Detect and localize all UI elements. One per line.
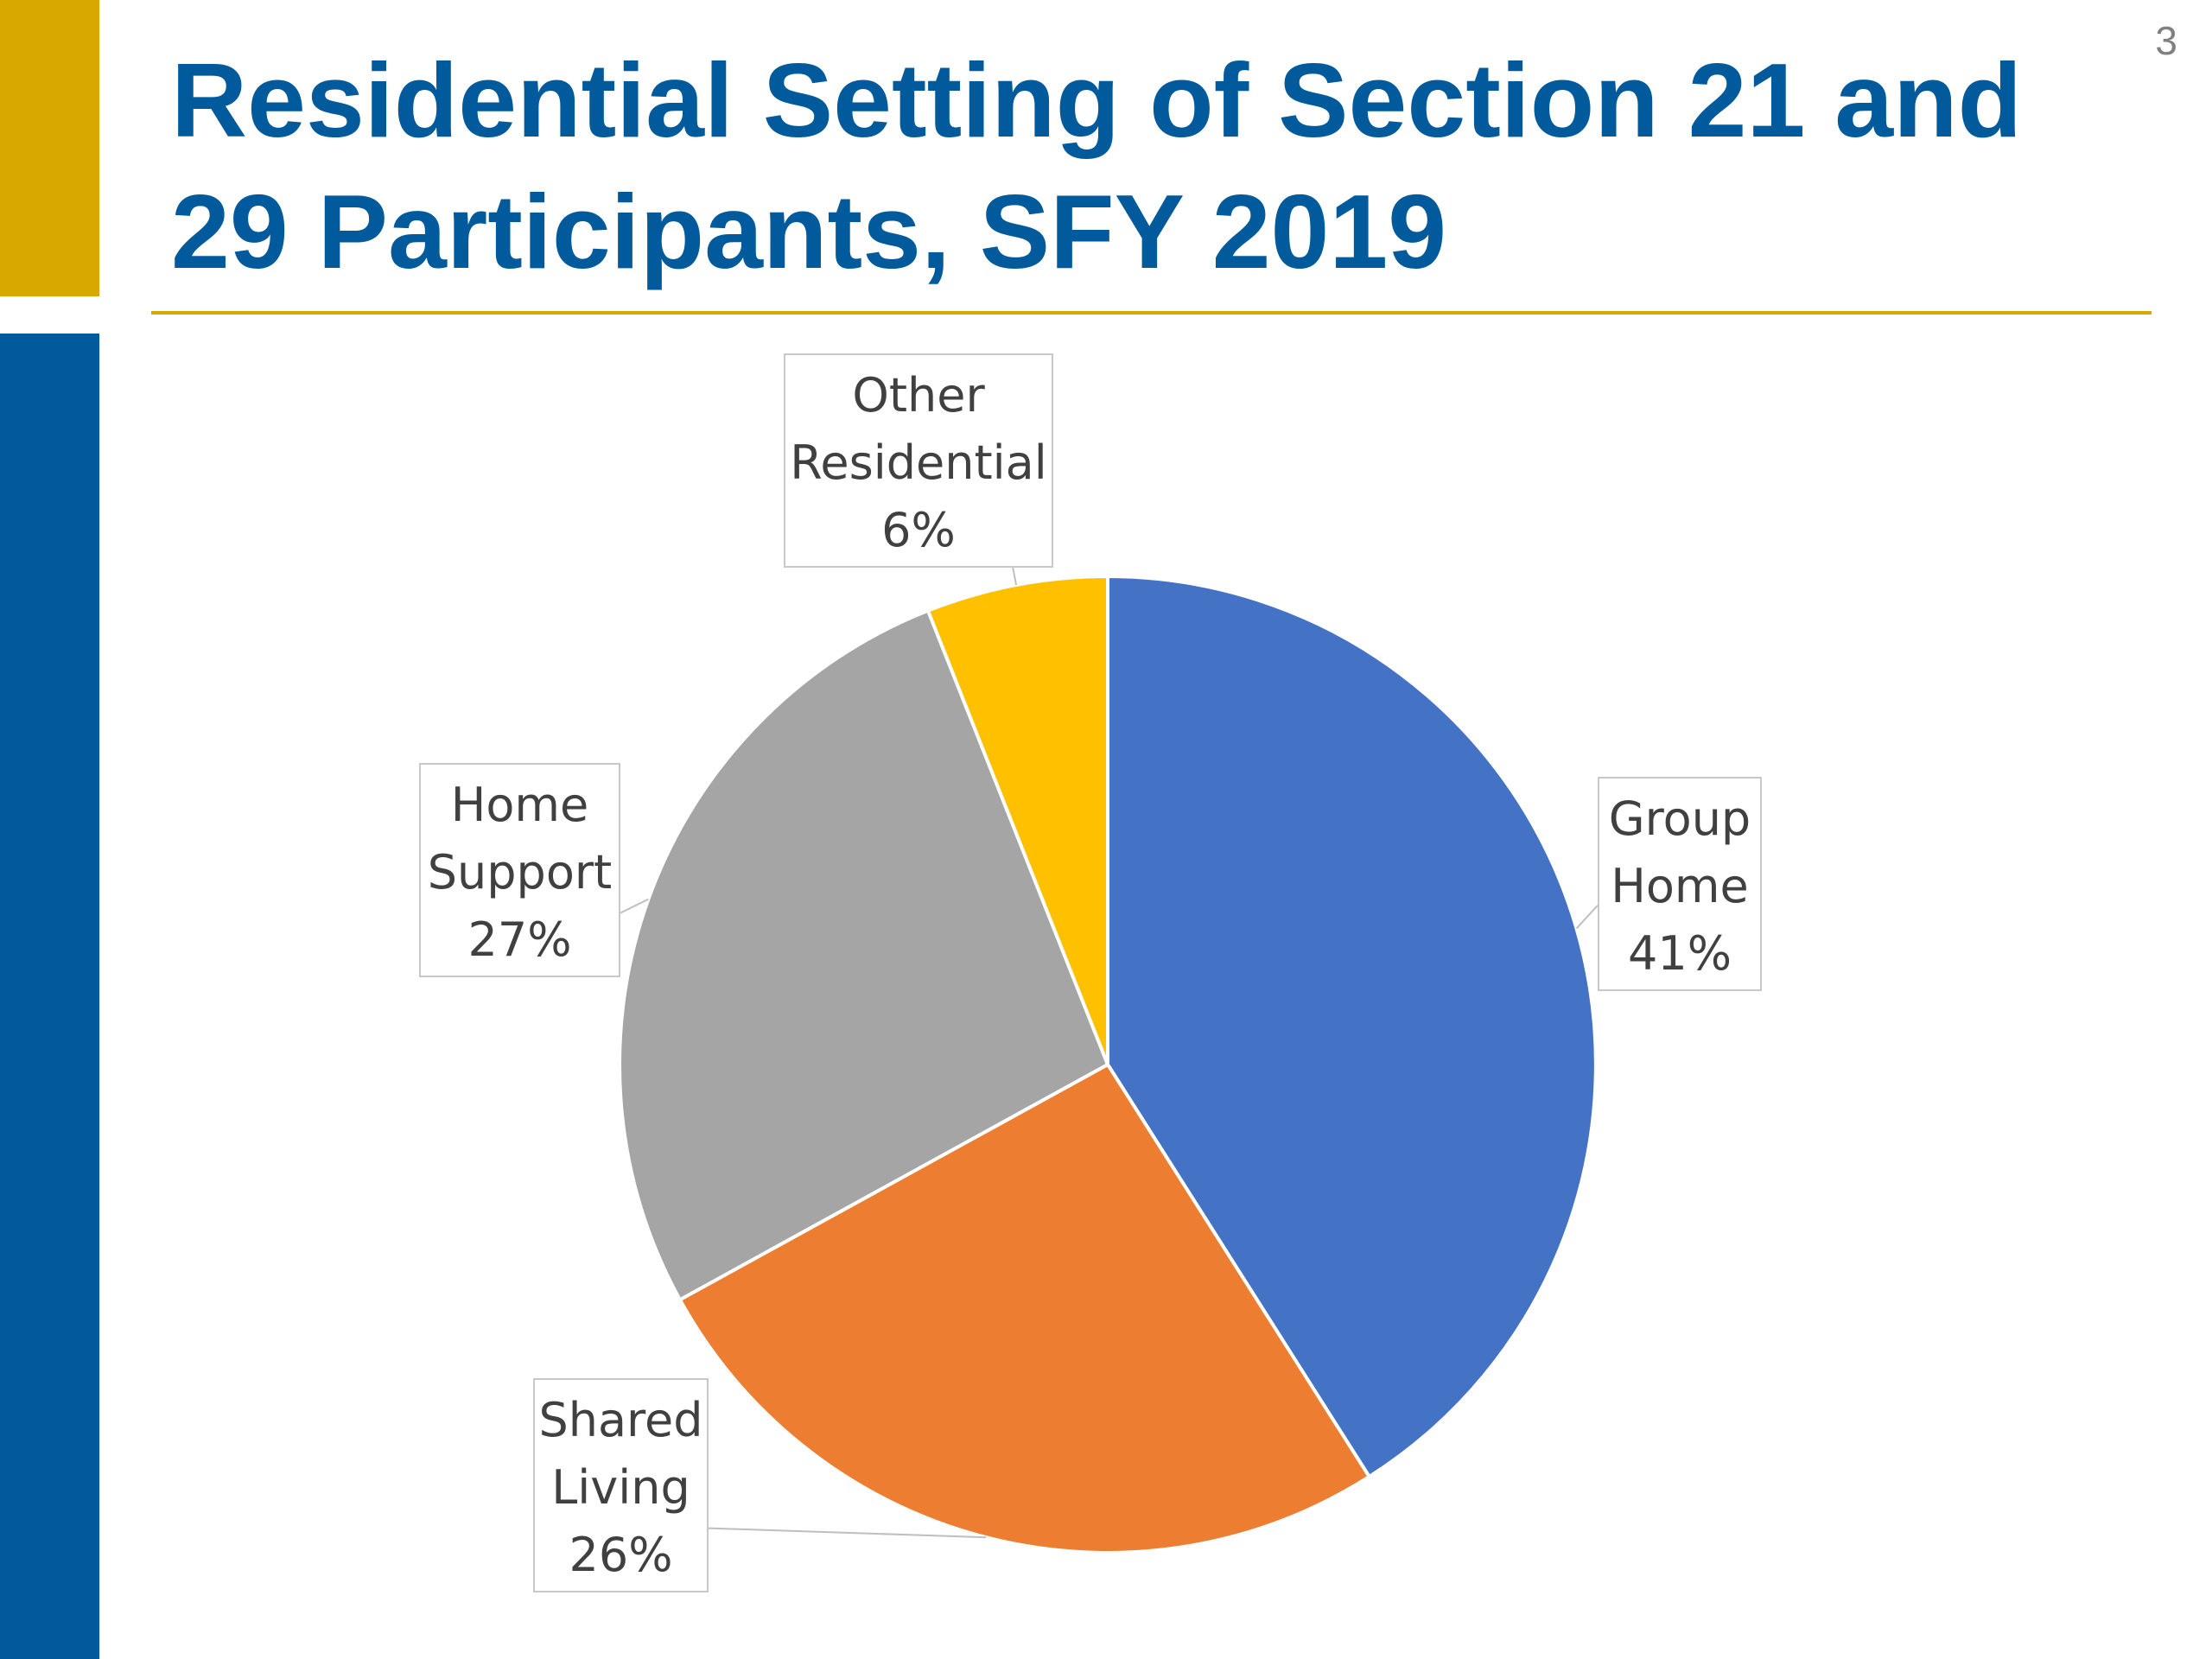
data-label-home-support: Home Support 27% — [419, 763, 620, 977]
pie-slice-2 — [618, 608, 1110, 1302]
label-line-1: Home — [450, 778, 589, 832]
data-label-group-home: Group Home 41% — [1598, 777, 1762, 991]
leader-lines — [620, 567, 1599, 1539]
label-line-1: Group — [1608, 791, 1751, 846]
slide-number: 3 — [2155, 18, 2177, 63]
label-value: 41% — [1627, 926, 1732, 981]
slide-title: Residential Setting of Section 21 and 29… — [171, 41, 2023, 290]
pie-slice-1 — [677, 1062, 1372, 1554]
blue-accent-bar — [0, 334, 99, 1659]
label-line-2: Home — [1611, 859, 1749, 913]
label-line-2: Residential — [790, 435, 1047, 490]
data-label-shared-living: Shared Living 26% — [533, 1378, 709, 1592]
leader-line-3 — [1012, 567, 1018, 586]
label-line-2: Living — [551, 1460, 690, 1515]
gold-accent-bar — [0, 0, 99, 296]
pie-slice-0 — [1106, 574, 1598, 1479]
pie-slices — [618, 574, 1598, 1554]
label-value: 27% — [467, 912, 572, 967]
label-line-1: Other — [852, 368, 985, 423]
label-line-2: Support — [427, 845, 613, 899]
label-line-1: Shared — [538, 1393, 703, 1447]
leader-line-0 — [1575, 905, 1599, 930]
title-divider — [151, 311, 2152, 315]
leader-line-1 — [708, 1527, 987, 1539]
leader-line-2 — [620, 898, 649, 914]
pie-slice-3 — [925, 574, 1109, 1065]
label-value: 26% — [569, 1528, 673, 1582]
label-value: 6% — [881, 503, 956, 557]
data-label-other-residential: Other Residential 6% — [784, 353, 1053, 568]
